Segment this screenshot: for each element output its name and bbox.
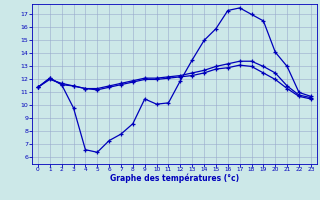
X-axis label: Graphe des températures (°c): Graphe des températures (°c) bbox=[110, 174, 239, 183]
